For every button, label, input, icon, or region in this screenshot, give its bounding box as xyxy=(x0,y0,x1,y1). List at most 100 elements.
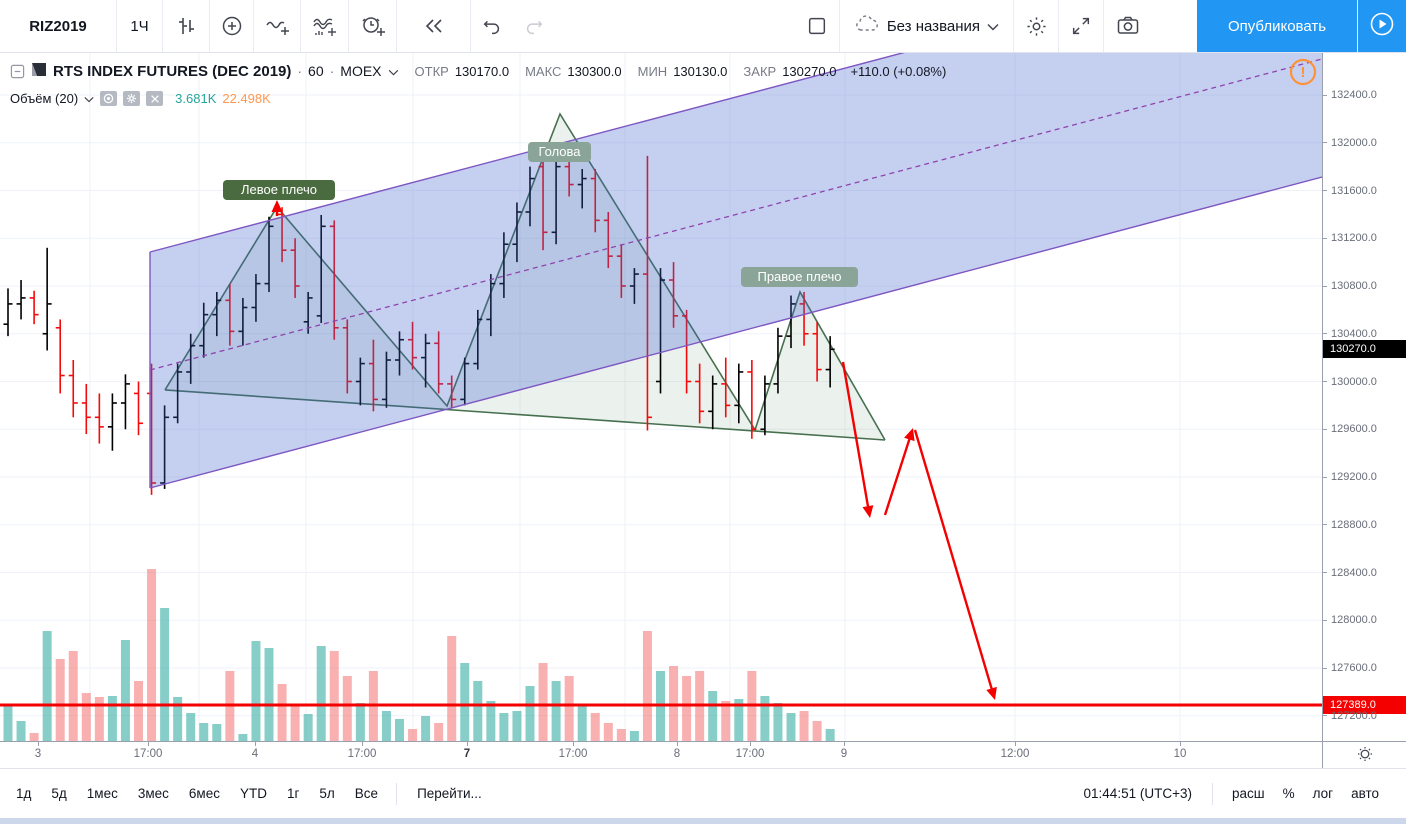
strategies-button[interactable] xyxy=(301,0,348,52)
save-layout-button[interactable]: Без названия xyxy=(840,0,1013,52)
range-button-Все[interactable]: Все xyxy=(354,786,379,801)
bottom-toolbar-right: 01:44:51 (UTC+3) расш% лог авто xyxy=(1074,782,1406,805)
chart-title[interactable]: RTS INDEX FUTURES (DEC 2019) xyxy=(53,62,292,80)
trend-channel xyxy=(149,53,1322,489)
publish-idea-button[interactable] xyxy=(1357,0,1406,52)
ohlc-bar xyxy=(94,393,104,444)
layout-templates-button[interactable] xyxy=(795,0,839,52)
volume-bar xyxy=(277,684,287,741)
open-label: ОТКР xyxy=(414,63,449,79)
range-button-3мес[interactable]: 3мес xyxy=(137,786,169,801)
ohlc-bar xyxy=(734,363,744,424)
toolbar-divider xyxy=(209,0,210,52)
redo-button[interactable] xyxy=(513,0,555,52)
gear-icon[interactable] xyxy=(123,91,141,106)
price-tick-label: 130400.0 xyxy=(1323,328,1377,340)
ohlc-bar xyxy=(290,238,300,298)
price-tick-label: 127200.0 xyxy=(1323,710,1377,722)
time-label: 17:00 xyxy=(133,748,163,760)
range-button-5л[interactable]: 5л xyxy=(319,786,335,801)
indicators-button[interactable] xyxy=(254,0,300,52)
time-label: 7 xyxy=(463,748,471,760)
eye-icon[interactable] xyxy=(100,91,118,106)
range-button-6мес[interactable]: 6мес xyxy=(188,786,220,801)
price-chart-canvas[interactable]: Левое плечо Голова Правое плечо! xyxy=(0,53,1322,741)
ohlc-bar xyxy=(773,327,783,394)
chevron-down-icon[interactable] xyxy=(388,63,399,79)
high-value: 130300.0 xyxy=(567,63,622,79)
time-tick xyxy=(844,742,845,746)
clock-label[interactable]: 01:44:51 (UTC+3) xyxy=(1083,786,1192,801)
range-button-5д[interactable]: 5д xyxy=(51,786,67,801)
volume-bar xyxy=(538,663,548,741)
price-axis[interactable]: 130270.0 127389.0 132400.0 132000.0 131600… xyxy=(1322,53,1406,741)
collapse-icon[interactable] xyxy=(10,64,25,79)
ohlc-bar xyxy=(825,336,835,388)
range-button-YTD[interactable]: YTD xyxy=(239,786,267,801)
low-value: 130130.0 xyxy=(673,63,728,79)
volume-bar xyxy=(147,569,157,741)
volume-bar xyxy=(408,729,418,741)
volume-bar xyxy=(355,703,365,741)
toolbar-divider xyxy=(1013,0,1014,52)
ohlc-bar xyxy=(303,291,313,334)
gear-icon xyxy=(1025,15,1048,38)
chart-legend: RTS INDEX FUTURES (DEC 2019) · 60 · MOEX… xyxy=(10,62,946,80)
ohlc-bar xyxy=(68,360,78,418)
time-axis[interactable]: 3 17:00 4 17:00 7 17:00 8 17:00 9 12:00 10 xyxy=(0,741,1406,769)
volume-label[interactable]: Объём (20) xyxy=(10,91,79,106)
open-value: 130170.0 xyxy=(454,63,510,79)
range-button-1мес[interactable]: 1мес xyxy=(86,786,118,801)
toolbar-divider xyxy=(162,0,163,52)
volume-bar xyxy=(682,676,692,741)
chart-style-button[interactable] xyxy=(163,0,209,52)
volume-bar xyxy=(551,681,561,741)
time-label: 3 xyxy=(34,748,42,760)
ohlc-bar xyxy=(603,211,613,269)
range-button-1д[interactable]: 1д xyxy=(16,786,32,801)
top-toolbar-right: Без названия xyxy=(795,0,1406,52)
volume-bar xyxy=(212,724,222,741)
scale-button-%[interactable]: % xyxy=(1282,786,1295,801)
volume-bar xyxy=(238,734,248,741)
chart-interval[interactable]: 60 xyxy=(308,63,324,79)
undo-button[interactable] xyxy=(471,0,513,52)
chevron-down-icon[interactable] xyxy=(84,91,94,106)
compare-button[interactable] xyxy=(210,0,253,52)
scale-button-лог[interactable]: лог xyxy=(1312,786,1334,801)
dot-separator: · xyxy=(297,63,303,79)
settings-button[interactable] xyxy=(1014,0,1058,52)
close-icon[interactable] xyxy=(146,91,164,106)
toolbar-spacer xyxy=(1151,0,1197,52)
chart-exchange[interactable]: MOEX xyxy=(340,63,382,79)
publish-button[interactable]: Опубликовать xyxy=(1197,0,1357,52)
toolbar-divider xyxy=(1211,782,1213,805)
volume-bar xyxy=(616,729,626,741)
symbol-button[interactable]: RIZ2019 xyxy=(0,0,116,52)
alert-button[interactable] xyxy=(349,0,396,52)
price-tick-label: 129600.0 xyxy=(1323,423,1377,435)
close-value: 130270.0 xyxy=(782,63,837,79)
scale-button-авто[interactable]: авто xyxy=(1351,786,1379,801)
volume-bar xyxy=(447,636,457,741)
price-tick-label: 128000.0 xyxy=(1323,614,1377,626)
chart-pane[interactable]: Левое плечо Голова Правое плечо! RTS INDEX… xyxy=(0,53,1322,741)
fullscreen-button[interactable] xyxy=(1059,0,1103,52)
price-tick-label: 128800.0 xyxy=(1323,519,1377,531)
play-circle-icon xyxy=(1369,11,1395,42)
volume-bar xyxy=(395,719,404,741)
range-button-1г[interactable]: 1г xyxy=(286,786,300,801)
goto-button[interactable]: Перейти... xyxy=(417,786,482,801)
price-tick-label: 130800.0 xyxy=(1323,280,1377,292)
toolbar-divider xyxy=(300,0,301,52)
time-tick xyxy=(1180,742,1181,746)
time-tick xyxy=(362,742,363,746)
scale-button-расш[interactable]: расш xyxy=(1231,786,1265,801)
replay-icon xyxy=(422,14,446,38)
ohlc-bar xyxy=(408,321,418,370)
theme-toggle-button[interactable] xyxy=(1348,743,1382,767)
snapshot-button[interactable] xyxy=(1104,0,1151,52)
interval-button[interactable]: 1Ч xyxy=(117,0,162,52)
replay-button[interactable] xyxy=(397,0,470,52)
